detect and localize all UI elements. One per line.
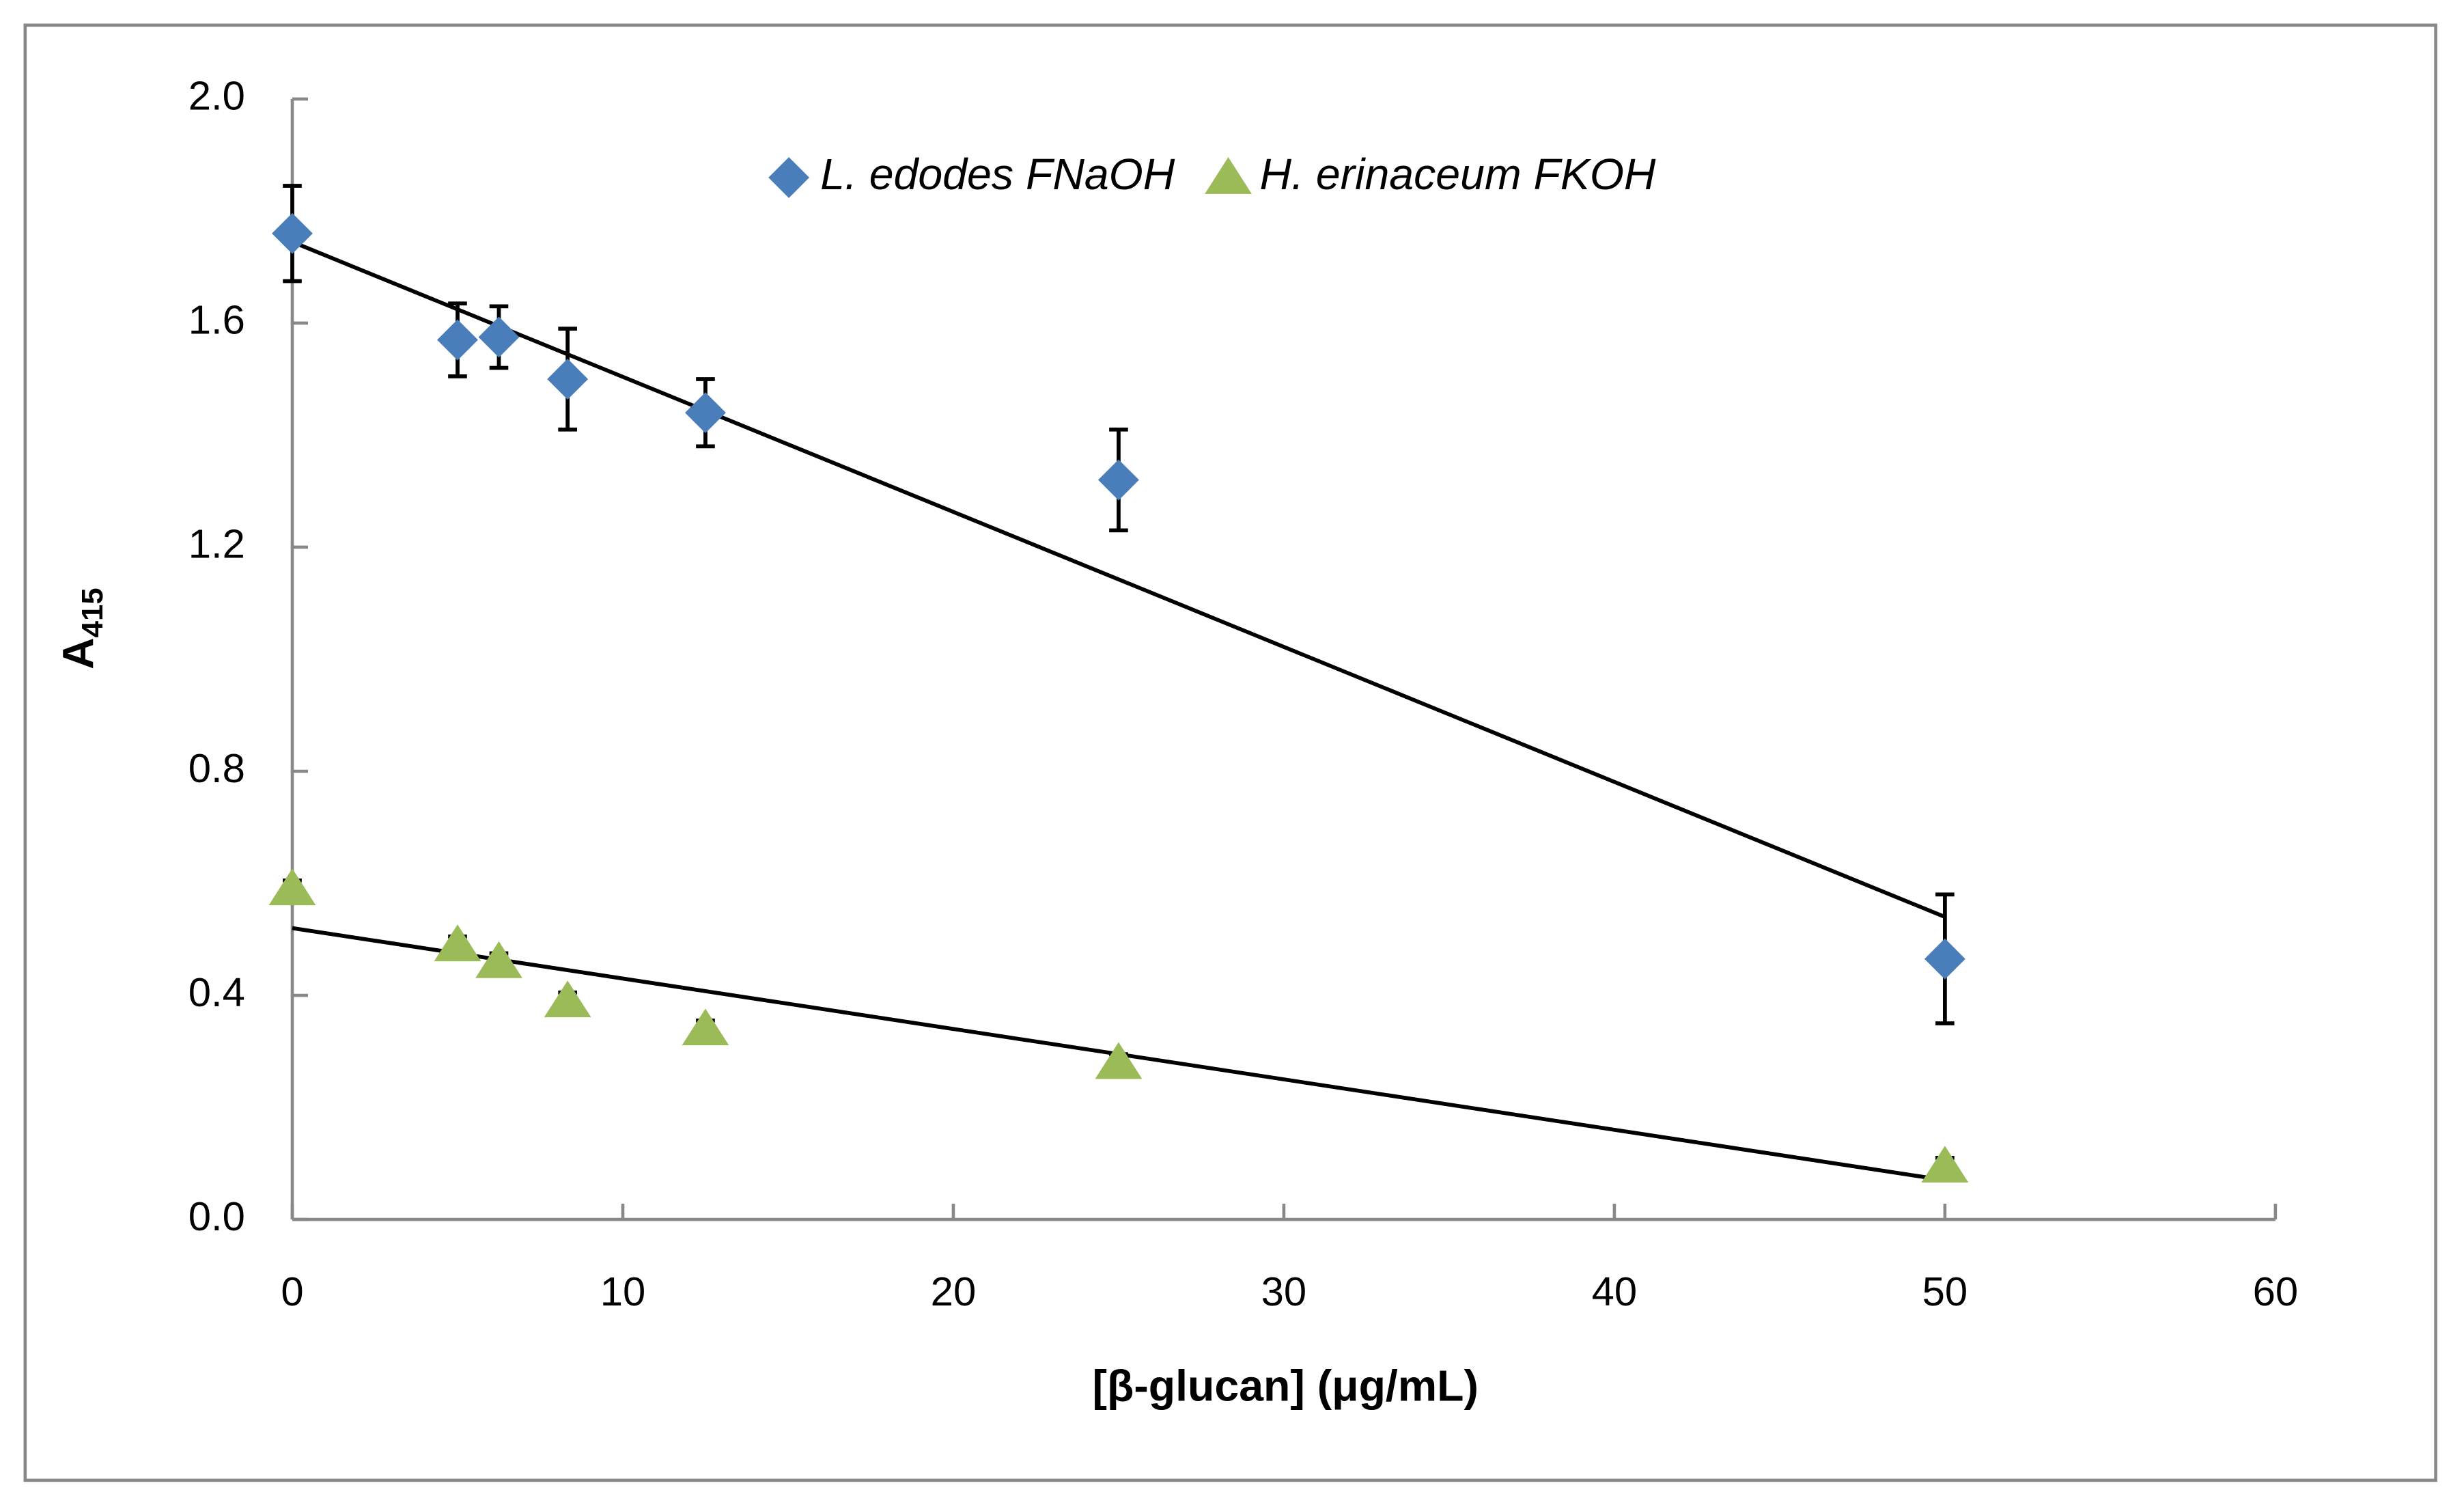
legend-label: H. erinaceum FKOH [1260, 150, 1656, 199]
x-tick-label: 50 [1922, 1269, 1968, 1314]
y-tick-label: 0.8 [188, 745, 245, 791]
y-tick-label: 0.4 [188, 969, 245, 1015]
x-tick-label: 40 [1592, 1269, 1638, 1314]
x-tick-label: 20 [931, 1269, 977, 1314]
trendline [291, 240, 1946, 919]
legend-label: L. edodes FNaOH [820, 150, 1175, 199]
triangle-marker [268, 868, 316, 906]
y-label-subscript: 415 [76, 587, 109, 637]
y-tick-label: 1.2 [188, 521, 245, 567]
x-tick-label: 60 [2253, 1269, 2299, 1314]
triangle-marker [544, 980, 591, 1018]
triangle-marker [1921, 1146, 1969, 1183]
triangle-marker [682, 1008, 729, 1046]
triangle-marker [1205, 157, 1252, 194]
diamond-marker [685, 392, 726, 434]
x-axis-label: [β-glucan] (μg/mL) [1093, 1361, 1479, 1410]
x-tick-label: 30 [1261, 1269, 1307, 1314]
triangle-marker [475, 941, 522, 978]
diamond-marker [1924, 938, 1965, 980]
diamond-marker [437, 319, 478, 361]
y-tick-label: 2.0 [188, 73, 245, 119]
chart-border [23, 23, 2437, 1482]
triangle-marker [434, 924, 481, 962]
y-tick-label: 0.0 [188, 1193, 245, 1239]
triangle-marker [1095, 1042, 1143, 1079]
y-tick-label: 1.6 [188, 297, 245, 343]
y-label-text: A [54, 637, 103, 669]
x-tick-label: 0 [281, 1269, 303, 1314]
x-tick-label: 10 [600, 1269, 646, 1314]
diamond-marker [1098, 459, 1139, 501]
y-axis-label: A415 [54, 587, 109, 669]
diamond-marker [272, 212, 313, 254]
